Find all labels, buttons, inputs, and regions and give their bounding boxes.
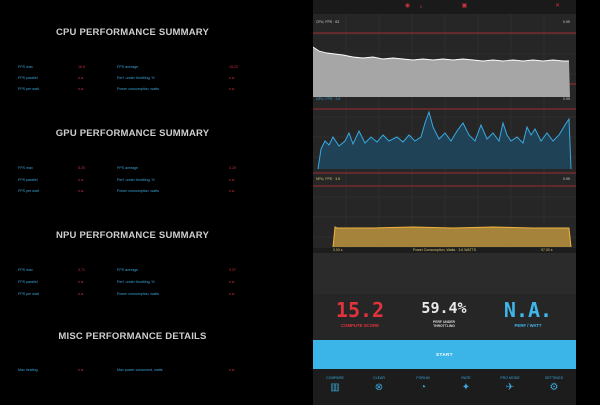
cpu-fps-parallel-value: n.a. [78, 76, 84, 80]
cpu-fps-max-label: FPS max [18, 65, 33, 69]
cpu-fps-per-watt-value: n.a. [78, 87, 84, 91]
nav-pro-mode[interactable]: PRO MODE ✈ [500, 376, 520, 393]
npu-throttling-value: n.a. [229, 280, 235, 284]
cpu-summary-title: CPU PERFORMANCE SUMMARY [55, 27, 210, 38]
perf-watt-label: PERF / WATT [514, 323, 542, 328]
compute-score-value: 15.2 [335, 298, 385, 322]
gpu-fps-average-value: 3.25 [229, 166, 236, 170]
benchmark-panel: ◉ 0 ▣ ✕ CPU, FPS · 63 0.99 [313, 0, 576, 405]
cpu-power-value: n.a. [229, 87, 235, 91]
cpu-fps-parallel-label: FPS parallel [18, 76, 38, 80]
perf-watt-value: N.A. [503, 298, 553, 322]
npu-chart-right-label: 0.99 [563, 177, 570, 181]
right-margin [576, 0, 600, 405]
settings-icon: ⚙ [549, 382, 559, 393]
cpu-fps-max-value: 16.5 [78, 65, 85, 69]
compute-score-label: COMPUTE SCORE [341, 323, 379, 328]
npu-chart-label: NPU, FPS · 3.8 [316, 177, 341, 181]
npu-fps-max-label: FPS max [18, 268, 33, 272]
gpu-chart-label: GPU, FPS · 2.6 [316, 97, 341, 101]
scores-row: 15.2 COMPUTE SCORE 59.4% PERF UNDER THRO… [313, 294, 576, 338]
npu-power-value: n.a. [229, 292, 235, 296]
npu-time-end: 97.00 s [541, 248, 553, 252]
npu-fps-max-value: 3.71 [78, 268, 85, 272]
close-icon[interactable]: ✕ [554, 3, 561, 9]
gpu-chart-right-label: 0.99 [563, 97, 570, 101]
nav-clear[interactable]: CLEAR ⊗ [373, 376, 385, 393]
cpu-fps-average-value: 15.22 [229, 65, 238, 69]
clear-icon: ⊗ [374, 382, 384, 393]
npu-fps-parallel-label: FPS parallel [18, 280, 38, 284]
camera-icon[interactable]: ▣ [461, 3, 468, 9]
max-power-value: n.a. [229, 368, 235, 372]
throttling-label-line1: PERF UNDER [432, 320, 456, 324]
npu-power-label: Power consumption, watts [117, 292, 159, 296]
npu-fps-per-watt-label: FPS per watt [18, 292, 39, 296]
record-icon[interactable]: ◉ [404, 3, 411, 9]
npu-fps-average-value: 3.37 [229, 268, 236, 272]
gpu-power-value: n.a. [229, 189, 235, 193]
gpu-fps-max-value: 5.25 [78, 166, 85, 170]
cpu-throttling-value: n.a. [229, 76, 235, 80]
gpu-fps-average-label: FPS average [117, 166, 138, 170]
max-heating-value: n.a. [78, 368, 84, 372]
rate-icon: ✦ [461, 382, 471, 393]
gpu-fps-per-watt-value: n.a. [78, 189, 84, 193]
top-toolbar: ◉ 0 ▣ ✕ [313, 0, 576, 14]
npu-time-start: 0.00 s [333, 248, 343, 252]
gpu-chart: GPU, FPS · 2.6 0.99 [313, 97, 576, 177]
start-button[interactable]: START [313, 340, 576, 369]
cpu-throttling-label: Perf. under throttling, % [117, 76, 155, 80]
throttling-label-line2: THROTTLING [433, 324, 455, 328]
compare-icon: ▥ [330, 382, 340, 393]
top-value-label: 0 [419, 4, 423, 9]
cpu-chart-label: CPU, FPS · 63 [316, 20, 340, 24]
cpu-power-label: Power consumption, watts [117, 87, 159, 91]
cpu-chart: CPU, FPS · 63 0.99 [313, 14, 576, 97]
gpu-power-label: Power consumption, watts [117, 189, 159, 193]
forum-icon: ◔ [419, 382, 427, 393]
gpu-throttling-value: n.a. [229, 178, 235, 182]
npu-fps-parallel-value: n.a. [78, 280, 84, 284]
max-power-label: Max power consumed, watts [117, 368, 163, 372]
misc-details-title: MISC PERFORMANCE DETAILS [58, 331, 207, 342]
gpu-fps-max-label: FPS max [18, 166, 33, 170]
max-heating-label: Max heating [18, 368, 38, 372]
performance-summary-panel: CPU PERFORMANCE SUMMARY FPS max 16.5 FPS… [18, 27, 238, 372]
nav-settings[interactable]: SETTINGS ⚙ [545, 376, 563, 393]
nav-rate[interactable]: RATE ✦ [461, 376, 471, 393]
npu-summary-title: NPU PERFORMANCE SUMMARY [55, 230, 210, 241]
cpu-chart-right-label: 0.99 [563, 20, 570, 24]
gpu-fps-parallel-label: FPS parallel [18, 178, 38, 182]
power-consumption-label: Power Consumption, Watts · 3.6 WATTS [413, 248, 477, 252]
cpu-fps-per-watt-label: FPS per watt [18, 87, 39, 91]
nav-forum[interactable]: FORUM ◔ [416, 376, 430, 393]
gpu-throttling-label: Perf. under throttling, % [117, 178, 155, 182]
nav-compare[interactable]: COMPARE ▥ [326, 376, 344, 393]
cpu-fps-average-label: FPS average [117, 65, 138, 69]
npu-throttling-label: Perf. under throttling, % [117, 280, 155, 284]
npu-chart: NPU, FPS · 3.8 0.99 0.00 s Power Consump… [313, 177, 576, 294]
throttling-value: 59.4% [421, 299, 467, 317]
gpu-summary-title: GPU PERFORMANCE SUMMARY [55, 128, 210, 139]
npu-fps-average-label: FPS average [117, 268, 138, 272]
npu-fps-per-watt-value: n.a. [78, 292, 84, 296]
pro-mode-icon: ✈ [505, 382, 515, 393]
bottom-navigation: COMPARE ▥ CLEAR ⊗ FORUM ◔ RATE ✦ PRO MOD… [313, 369, 576, 405]
gpu-fps-per-watt-label: FPS per watt [18, 189, 39, 193]
gpu-fps-parallel-value: n.a. [78, 178, 84, 182]
